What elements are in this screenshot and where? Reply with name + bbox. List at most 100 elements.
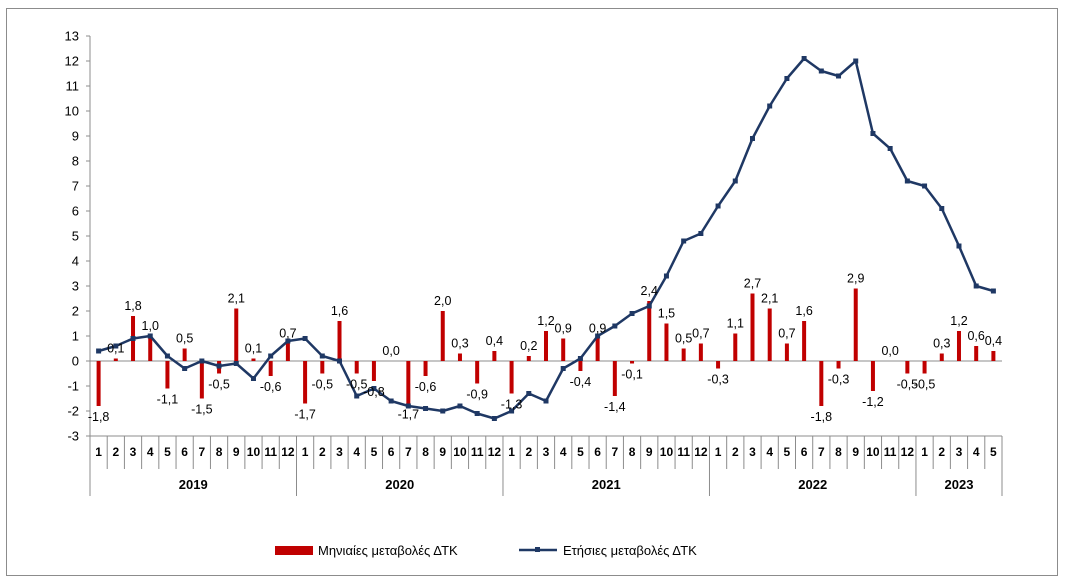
monthly-change-bar — [165, 361, 170, 389]
y-tick-label: 10 — [65, 104, 79, 119]
y-tick-label: 11 — [66, 79, 80, 94]
month-tick-label: 4 — [766, 445, 773, 459]
monthly-change-bar — [285, 343, 290, 361]
monthly-change-bar — [578, 361, 583, 371]
annual-change-point — [922, 183, 928, 189]
annual-change-point — [474, 411, 480, 416]
monthly-change-bar — [475, 361, 480, 384]
monthly-change-bar — [371, 361, 376, 381]
y-tick-label: -1 — [67, 379, 79, 394]
month-tick-label: 9 — [439, 445, 446, 459]
legend-line-label: Ετήσιες μεταβολές ΔΤΚ — [563, 543, 697, 558]
month-tick-label: 10 — [453, 445, 467, 459]
annual-change-point — [405, 403, 411, 409]
monthly-change-bar — [251, 358, 256, 361]
month-tick-label: 6 — [388, 445, 395, 459]
monthly-change-bar — [802, 321, 807, 361]
month-tick-label: 5 — [164, 445, 171, 459]
monthly-change-bar — [561, 338, 566, 361]
month-tick-label: 7 — [611, 445, 618, 459]
annual-change-point — [250, 376, 256, 381]
month-tick-label: 5 — [784, 445, 791, 459]
annual-change-point — [818, 68, 824, 74]
annual-change-point — [526, 391, 532, 396]
month-tick-label: 4 — [560, 445, 567, 459]
monthly-change-label: -0,3 — [707, 373, 729, 387]
legend-line-marker — [535, 547, 540, 552]
month-tick-label: 8 — [629, 445, 636, 459]
monthly-change-label: 0,5 — [176, 332, 193, 346]
month-tick-label: 9 — [646, 445, 653, 459]
monthly-change-label: 0,7 — [692, 327, 709, 341]
monthly-change-bar — [853, 288, 858, 361]
monthly-change-bar — [974, 346, 979, 361]
y-tick-label: -3 — [67, 429, 79, 444]
annual-change-point — [337, 358, 343, 364]
month-tick-label: 12 — [694, 445, 708, 459]
monthly-change-label: 0,7 — [279, 327, 296, 341]
annual-change-point — [354, 393, 360, 399]
annual-change-point — [767, 103, 773, 109]
annual-change-point — [96, 348, 102, 354]
annual-change-point — [543, 398, 549, 404]
monthly-change-label: 1,6 — [795, 304, 812, 318]
monthly-change-label: -0,5 — [312, 378, 334, 392]
month-tick-label: 12 — [281, 445, 295, 459]
month-tick-label: 10 — [866, 445, 880, 459]
annual-change-point — [904, 178, 910, 184]
monthly-change-bar — [956, 331, 961, 361]
monthly-change-bar — [870, 361, 875, 391]
monthly-change-label: -1,8 — [88, 410, 110, 424]
monthly-change-label: 0,1 — [107, 342, 124, 356]
y-tick-label: -2 — [67, 404, 79, 419]
y-tick-label: 2 — [72, 304, 79, 319]
chart-frame: 13 12 11 10 9 8 7 6 5 4 3 2 1 0 -1 -2 -3 1 2 3 4 5 6 7 8 9 10 11 12 1… — [6, 8, 1058, 576]
month-tick-label: 2 — [525, 445, 532, 459]
annual-change-point — [268, 353, 274, 359]
y-tick-label: 9 — [72, 129, 79, 144]
month-tick-label: 9 — [852, 445, 859, 459]
annual-change-point — [440, 408, 446, 414]
annual-change-point — [749, 136, 755, 141]
month-tick-label: 11 — [264, 445, 277, 459]
monthly-change-bar — [767, 308, 772, 361]
monthly-change-label: 1,2 — [537, 314, 554, 328]
y-tick-label: 6 — [72, 204, 79, 219]
monthly-change-label: 0,5 — [675, 332, 692, 346]
y-tick-label: 1 — [72, 329, 79, 344]
monthly-change-label: 0,9 — [555, 322, 572, 336]
annual-change-point — [715, 203, 721, 209]
monthly-change-label: -0,5 — [208, 378, 230, 392]
y-tick-label: 0 — [72, 354, 79, 369]
annual-change-point — [595, 333, 601, 339]
monthly-change-bar — [113, 358, 118, 361]
monthly-change-bar — [991, 351, 996, 361]
monthly-change-bar — [544, 331, 548, 361]
month-tick-label: 1 — [715, 445, 722, 459]
monthly-change-bar — [750, 293, 755, 361]
year-tick-label: 2023 — [945, 477, 974, 492]
monthly-change-label: 1,6 — [331, 304, 348, 318]
monthly-change-label: -0,6 — [260, 380, 282, 394]
year-tick-label: 2021 — [592, 477, 621, 492]
monthly-change-label: 0,9 — [589, 322, 606, 336]
monthly-change-label: -0,5 — [346, 378, 368, 392]
y-tick-label: 13 — [65, 29, 79, 44]
month-tick-label: 5 — [577, 445, 584, 459]
month-tick-label: 8 — [216, 445, 223, 459]
monthly-change-label: 2,9 — [847, 272, 864, 286]
annual-change-point — [990, 288, 996, 294]
year-tick-label: 2022 — [798, 477, 827, 492]
monthly-change-label: -1,7 — [294, 408, 316, 422]
month-tick-label: 2 — [732, 445, 739, 459]
annual-change-point — [285, 338, 291, 344]
y-tick-label: 12 — [65, 54, 79, 69]
monthly-change-bar — [647, 301, 652, 361]
monthly-change-label: 0,4 — [985, 334, 1002, 348]
month-tick-label: 8 — [422, 445, 429, 459]
monthly-change-bar — [612, 361, 617, 396]
month-tick-label: 4 — [147, 445, 154, 459]
annual-change-point — [698, 231, 704, 236]
annual-change-point — [302, 336, 308, 341]
